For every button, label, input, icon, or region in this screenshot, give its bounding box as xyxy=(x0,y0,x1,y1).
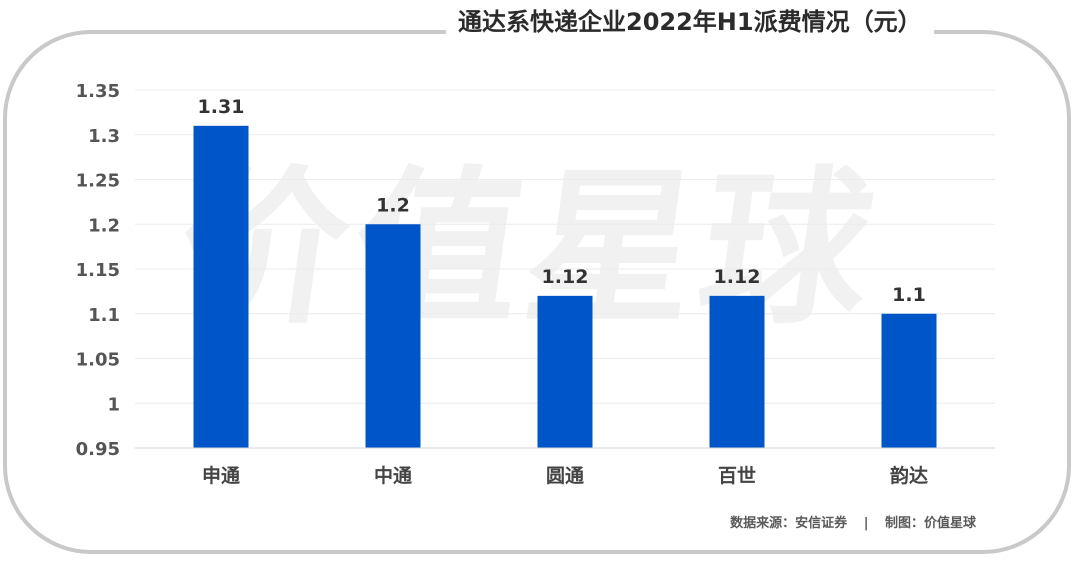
x-tick-label: 圆通 xyxy=(546,465,585,487)
x-tick-label: 百世 xyxy=(718,465,756,487)
y-tick-label: 1.35 xyxy=(76,81,120,102)
data-labels: 1.31 1.2 1.12 1.12 1.1 xyxy=(198,96,926,306)
data-label: 1.1 xyxy=(892,284,926,306)
x-axis-ticks: 申通 中通 圆通 百世 韵达 xyxy=(202,464,928,487)
x-tick-label: 中通 xyxy=(374,464,413,487)
data-label: 1.12 xyxy=(542,266,589,288)
bar-3 xyxy=(537,295,593,448)
source-credit: 数据来源：安信证券 xyxy=(730,516,848,531)
y-tick-label: 1.05 xyxy=(76,350,120,371)
bar-4 xyxy=(709,295,765,448)
source-note: 数据来源：安信证券 | 制图：价值星球 xyxy=(730,512,976,531)
chart-title: 通达系快递企业2022年H1派费情况（元） xyxy=(446,4,934,40)
data-label: 1.31 xyxy=(198,96,245,118)
bar-2 xyxy=(365,224,421,448)
x-tick-label: 韵达 xyxy=(890,464,928,487)
chart-credit: 制图：价值星球 xyxy=(884,516,976,531)
source-separator: | xyxy=(863,516,869,531)
y-tick-label: 1.2 xyxy=(88,215,120,236)
y-tick-label: 1.1 xyxy=(88,305,120,326)
y-tick-label: 1.3 xyxy=(88,126,120,147)
bar-1 xyxy=(193,125,249,449)
y-tick-label: 1 xyxy=(107,394,120,415)
y-tick-label: 0.95 xyxy=(76,439,120,460)
bar-5 xyxy=(881,313,937,448)
y-axis-ticks: 0.95 1 1.05 1.1 1.15 1.2 1.25 1.3 1.35 xyxy=(76,81,120,460)
data-label: 1.12 xyxy=(714,266,761,288)
bars xyxy=(193,125,937,449)
x-tick-label: 申通 xyxy=(202,464,241,487)
y-tick-label: 1.15 xyxy=(76,260,120,281)
data-label: 1.2 xyxy=(376,194,410,216)
y-tick-label: 1.25 xyxy=(76,171,120,192)
